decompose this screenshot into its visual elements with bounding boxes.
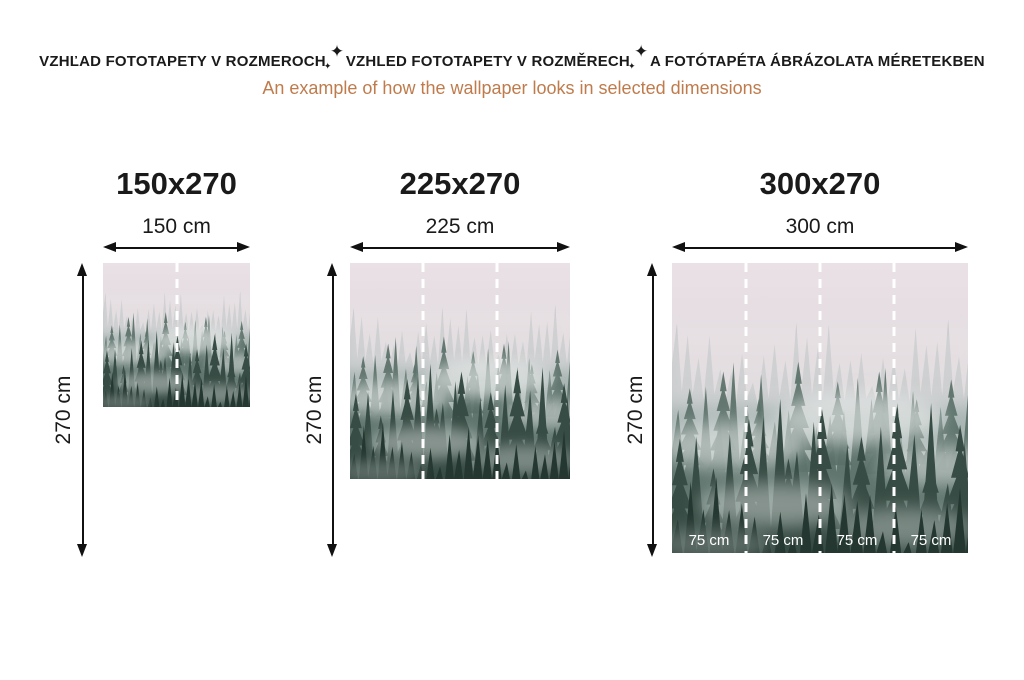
width-dimension-arrow	[350, 241, 570, 254]
arrowhead-down-icon	[647, 544, 657, 557]
sparkle-small-glyph: ✦	[323, 61, 332, 71]
header-subtitle: An example of how the wallpaper looks in…	[262, 78, 762, 98]
segment-width-label: 75 cm	[192, 532, 234, 549]
width-label: 300 cm	[785, 215, 855, 238]
height-dimension-arrow	[326, 263, 339, 557]
segment-width-label: 75 cm	[910, 532, 952, 549]
wallpaper-preview-225x270: 75 cm 75 cm 75 cm	[350, 263, 570, 557]
arrowhead-left-icon	[350, 242, 363, 252]
panel-seam-dashed-line	[421, 263, 425, 557]
arrow-line	[651, 273, 654, 547]
arrowhead-left-icon	[672, 242, 685, 252]
header-title-segment-hu: A FOTÓTAPÉTA ÁBRÁZOLATA MÉRETEKBEN	[649, 53, 985, 70]
height-label: 270 cm	[52, 375, 75, 445]
arrowhead-right-icon	[237, 242, 250, 252]
segment-width-label: 75 cm	[512, 532, 554, 549]
arrow-line	[81, 273, 84, 547]
arrowhead-up-icon	[647, 263, 657, 276]
forest-wallpaper-image	[350, 263, 570, 479]
panel-seam-dashed-line	[175, 263, 178, 557]
segment-width-label: 75 cm	[688, 532, 730, 549]
width-dimension-arrow	[103, 241, 250, 254]
arrowhead-up-icon	[77, 263, 87, 276]
segment-width-label: 75 cm	[439, 532, 481, 549]
panel-seam-dashed-line	[892, 263, 896, 557]
arrow-line	[113, 246, 240, 249]
sparkle-icon: ✦ ✦	[323, 43, 345, 71]
arrow-line	[682, 246, 958, 249]
segment-width-label: 75 cm	[762, 532, 804, 549]
panel-title: 225x270	[399, 166, 521, 201]
header-title-segment-cz: VZHLED FOTOTAPETY V ROZMĚRECH	[345, 53, 630, 70]
height-dimension-arrow	[646, 263, 659, 557]
arrowhead-down-icon	[77, 544, 87, 557]
header-title: VZHĽAD FOTOTAPETY V ROZMEROCH ✦ ✦ VZHLED FO…	[0, 43, 1024, 71]
panel-title: 300x270	[759, 166, 881, 201]
arrowhead-left-icon	[103, 242, 116, 252]
segment-width-label: 75 cm	[366, 532, 408, 549]
arrowhead-down-icon	[327, 544, 337, 557]
arrow-line	[360, 246, 560, 249]
sparkle-big-glyph: ✦	[633, 42, 649, 61]
sparkle-small-glyph: ✦	[627, 61, 636, 71]
width-dimension-arrow	[672, 241, 968, 254]
wallpaper-preview-300x270: 75 cm 75 cm 75 cm 75 cm	[672, 263, 968, 557]
arrowhead-right-icon	[557, 242, 570, 252]
panel-seam-dashed-line	[744, 263, 748, 557]
panel-title: 150x270	[116, 166, 237, 201]
segment-width-label: 75 cm	[836, 532, 878, 549]
arrowhead-right-icon	[955, 242, 968, 252]
arrow-line	[331, 273, 334, 547]
height-dimension-arrow	[76, 263, 89, 557]
panel-seam-dashed-line	[495, 263, 499, 557]
sparkle-big-glyph: ✦	[329, 42, 345, 61]
width-label: 225 cm	[425, 215, 495, 238]
sparkle-icon: ✦ ✦	[627, 43, 649, 71]
header-title-segment-sk: VZHĽAD FOTOTAPETY V ROZMEROCH	[39, 53, 326, 70]
width-label: 150 cm	[142, 215, 211, 238]
height-label: 270 cm	[624, 375, 647, 445]
height-label: 270 cm	[303, 375, 326, 445]
arrowhead-up-icon	[327, 263, 337, 276]
wallpaper-preview-150x270: 75 cm 75 cm	[103, 263, 250, 557]
segment-width-label: 75 cm	[119, 532, 161, 549]
panel-seam-dashed-line	[818, 263, 822, 557]
